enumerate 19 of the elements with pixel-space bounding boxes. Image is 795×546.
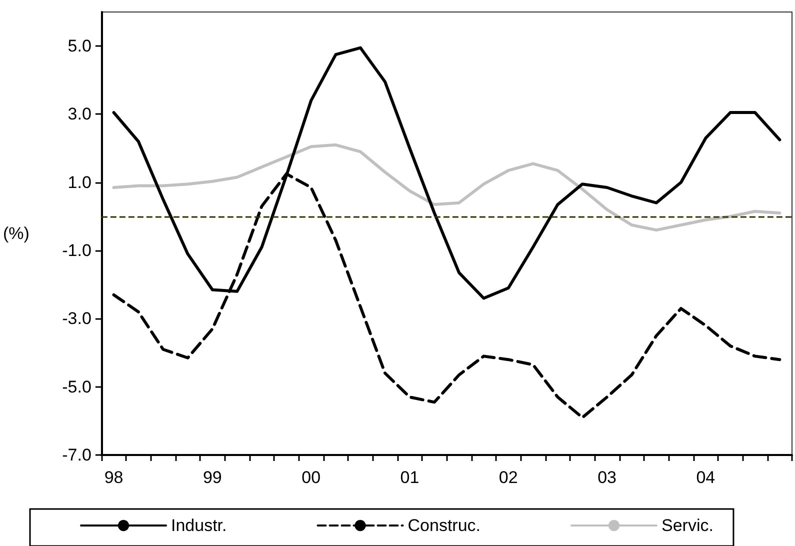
x-tick-label: 00 (302, 468, 321, 487)
x-tick-label: 03 (598, 468, 616, 487)
y-tick-label: 3.0 (68, 104, 92, 124)
x-tick-label: 01 (400, 468, 420, 487)
legend-label: Industr. (171, 516, 227, 535)
x-tick-label: 98 (104, 468, 124, 487)
x-tick-label: 99 (202, 468, 222, 487)
y-tick-label: -5.0 (62, 377, 92, 396)
x-tick-label: 04 (696, 468, 716, 487)
legend-label: Servic. (662, 516, 714, 535)
y-tick-label: 5.0 (68, 36, 92, 56)
y-tick-label: -1.0 (62, 241, 92, 260)
legend-label: Construc. (408, 516, 481, 535)
y-tick-label: -7.0 (62, 446, 92, 464)
line-series (112, 143, 782, 232)
x-tick-label: 02 (498, 468, 518, 487)
y-axis-title: (%) (2, 224, 30, 243)
y-tick-label: 1.0 (68, 172, 92, 192)
y-tick-label: -3.0 (62, 309, 92, 328)
